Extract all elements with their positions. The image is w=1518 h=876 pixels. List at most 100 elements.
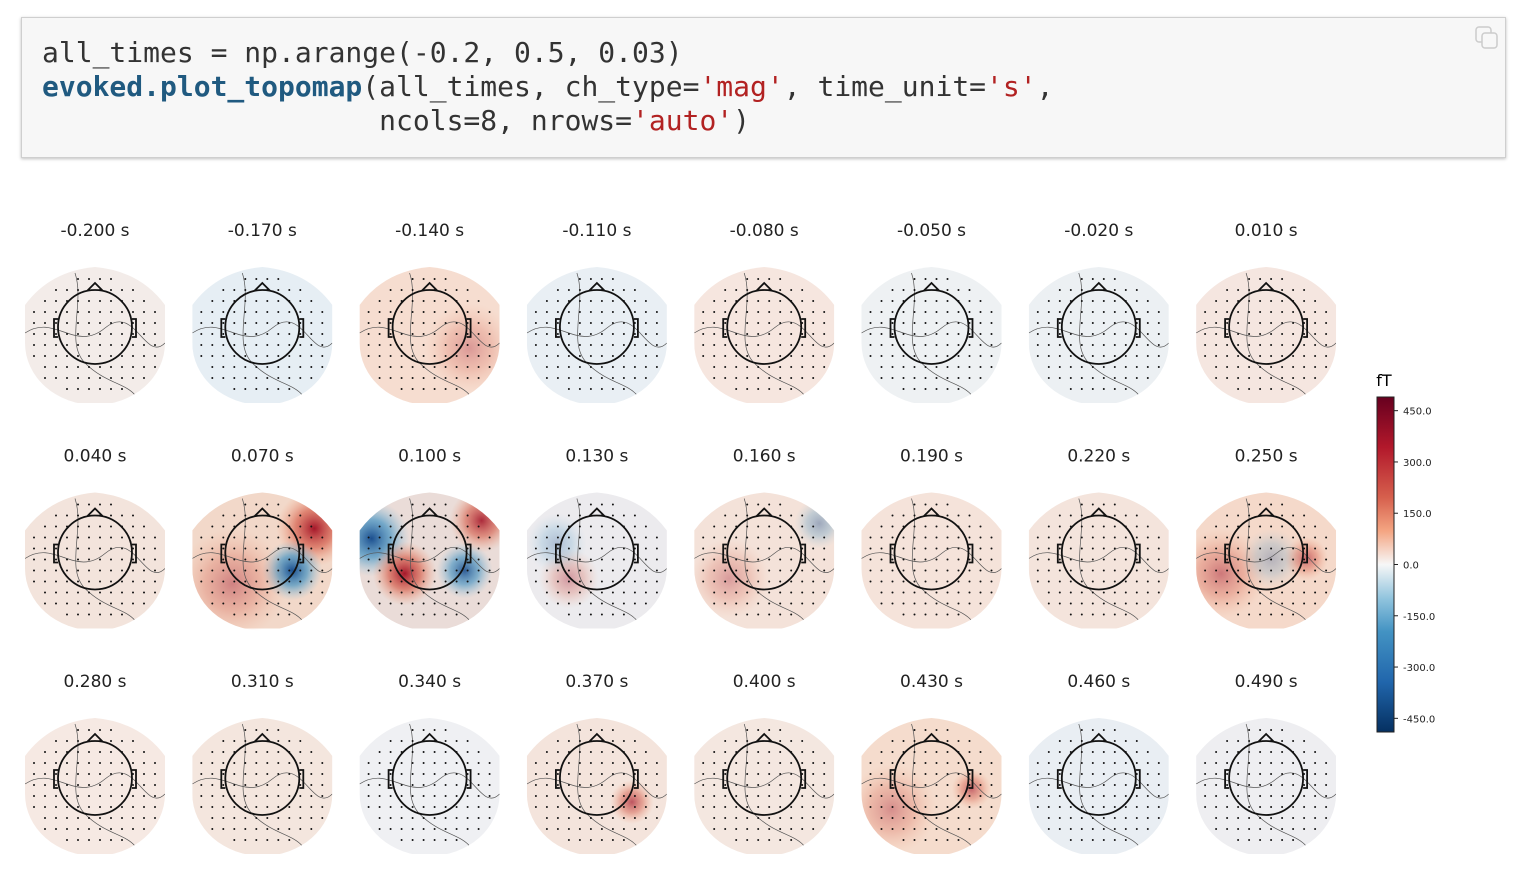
sensor: [935, 591, 938, 594]
sensor: [1215, 558, 1218, 561]
sensor: [321, 591, 324, 594]
sensor: [611, 344, 614, 346]
sensor: [746, 839, 749, 841]
sensor: [222, 602, 225, 605]
sensor: [746, 525, 749, 528]
sensor: [1259, 503, 1262, 506]
sensor: [957, 514, 960, 517]
sensor: [801, 762, 804, 764]
sensor: [757, 355, 760, 357]
contour: [409, 498, 470, 621]
sensor: [121, 740, 123, 742]
sensor: [1314, 817, 1317, 819]
sensor: [534, 558, 537, 561]
copy-button[interactable]: [1474, 25, 1500, 51]
sensor: [913, 795, 916, 797]
sensor: [790, 514, 793, 517]
sensor: [444, 602, 447, 605]
contour: [576, 272, 638, 396]
contour: [694, 772, 835, 799]
sensor: [66, 366, 68, 368]
sensor: [244, 377, 247, 379]
sensor: [935, 388, 938, 390]
sensor: [1259, 806, 1262, 808]
sensor: [389, 795, 392, 797]
sensor: [1157, 762, 1160, 764]
sensor: [746, 547, 749, 550]
sensor: [913, 591, 916, 594]
sensor: [790, 784, 793, 786]
sensor: [211, 762, 214, 764]
sensor: [924, 377, 927, 379]
sensor: [77, 602, 79, 605]
sensor: [1135, 828, 1138, 830]
ear: [53, 543, 58, 564]
sensor: [935, 525, 938, 528]
sensor: [823, 580, 826, 583]
sensor: [589, 784, 592, 786]
sensor: [277, 740, 280, 742]
sensor: [233, 344, 236, 346]
ear: [299, 543, 305, 564]
sensor: [1292, 580, 1295, 583]
ear: [968, 769, 974, 789]
sensor: [790, 580, 793, 583]
sensor: [1047, 536, 1050, 539]
sensor: [578, 740, 581, 742]
sensor: [466, 762, 469, 764]
sensor: [77, 828, 79, 830]
sensor: [1069, 311, 1072, 313]
sensor: [277, 344, 280, 346]
sensor: [422, 322, 425, 324]
sensor: [400, 740, 403, 742]
sensor: [1248, 806, 1251, 808]
sensor: [633, 525, 636, 528]
sensor: [88, 729, 90, 731]
topomap: [526, 267, 667, 403]
sensor: [110, 817, 112, 819]
sensor: [957, 806, 960, 808]
sensor: [66, 762, 68, 764]
sensor: [1226, 558, 1229, 561]
panel-title: -0.080 s: [730, 221, 799, 241]
sensor: [143, 773, 145, 775]
sensor: [288, 591, 291, 594]
sensor: [633, 333, 636, 335]
sensor: [411, 514, 414, 517]
sensor: [556, 591, 559, 594]
sensor: [779, 839, 782, 841]
sensor: [422, 613, 425, 616]
sensor: [88, 795, 90, 797]
sensor: [1113, 558, 1116, 561]
sensor: [244, 322, 247, 324]
sensor: [556, 333, 559, 335]
sensor: [578, 514, 581, 517]
sensor: [411, 333, 414, 335]
sensor: [556, 311, 559, 313]
sensor: [869, 355, 872, 357]
sensor: [132, 311, 134, 313]
sensor: [477, 773, 480, 775]
sensor: [1270, 322, 1273, 324]
sensor: [757, 547, 760, 550]
sensor: [88, 762, 90, 764]
sensor: [154, 795, 156, 797]
sensor: [644, 311, 647, 313]
sensor: [244, 569, 247, 572]
field-blob: [436, 542, 493, 599]
sensor: [633, 580, 636, 583]
sensor: [1080, 795, 1083, 797]
sensor: [277, 613, 280, 616]
sensor: [477, 344, 480, 346]
sensor: [556, 514, 559, 517]
sensor: [1146, 580, 1149, 583]
sensor: [1237, 547, 1240, 550]
sensor: [255, 525, 258, 528]
sensor: [1069, 613, 1072, 616]
sensor: [310, 300, 313, 302]
sensor: [801, 289, 804, 291]
sensor: [1314, 311, 1317, 313]
sensor: [946, 322, 949, 324]
sensor: [211, 773, 214, 775]
sensor: [33, 569, 35, 572]
